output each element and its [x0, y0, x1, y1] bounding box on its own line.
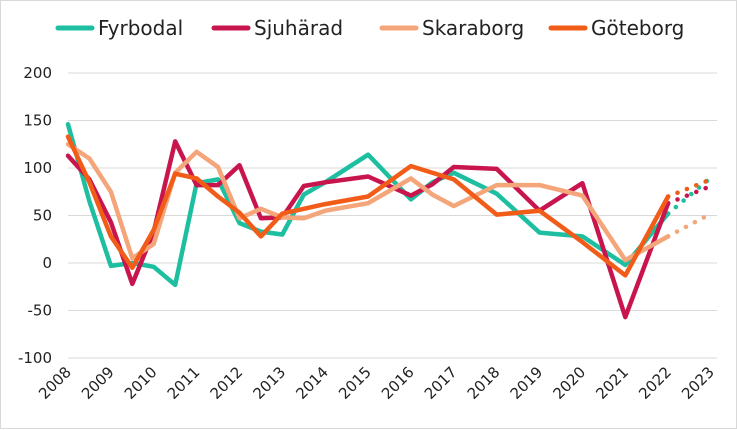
x-tick-label: 2012 — [207, 363, 247, 403]
x-tick-label: 2021 — [592, 363, 632, 403]
legend-label-skaraborg: Skaraborg — [422, 16, 524, 40]
gridlines — [68, 72, 717, 359]
series-lines — [65, 122, 714, 320]
x-axis-ticks: 2008 2009 2010 2011 2012 2013 2014 2015 2016 2017… — [35, 363, 718, 403]
series-line-g-teborg — [65, 134, 671, 278]
x-tick-label: 2022 — [635, 363, 675, 403]
y-tick-label: 0 — [42, 254, 52, 272]
series-line-skaraborg — [65, 142, 671, 263]
x-tick-label: 2018 — [464, 363, 504, 403]
y-tick-label: -100 — [18, 349, 52, 367]
x-tick-label: 2011 — [164, 363, 204, 403]
series-forecast-fyrbodal — [665, 175, 714, 216]
x-tick-label: 2013 — [249, 363, 289, 403]
y-tick-label: -50 — [28, 302, 53, 320]
x-tick-label: 2009 — [78, 363, 118, 403]
x-tick-label: 2015 — [335, 363, 375, 403]
legend: Fyrbodal Sjuhärad Skaraborg Göteborg — [55, 16, 684, 40]
legend-label-g-teborg: Göteborg — [591, 16, 684, 40]
x-tick-label: 2017 — [421, 363, 461, 403]
x-tick-label: 2010 — [121, 363, 161, 403]
legend-label-fyrbodal: Fyrbodal — [98, 16, 183, 40]
series-forecast-sjuh-rad — [665, 183, 714, 206]
y-tick-label: 200 — [23, 64, 52, 82]
x-tick-label: 2023 — [678, 363, 718, 403]
x-tick-label: 2020 — [549, 363, 589, 403]
x-tick-label: 2019 — [507, 363, 547, 403]
y-tick-label: 50 — [33, 207, 52, 225]
series-line-sjuh-rad — [65, 139, 671, 320]
legend-label-sjuh-rad: Sjuhärad — [254, 16, 343, 40]
series-forecast-skaraborg — [665, 211, 714, 239]
x-tick-label: 2016 — [378, 363, 418, 403]
series-forecast-g-teborg — [665, 177, 714, 199]
y-tick-label: 100 — [23, 159, 52, 177]
x-tick-label: 2014 — [292, 363, 332, 403]
y-tick-label: 150 — [23, 112, 52, 130]
x-tick-label: 2008 — [35, 363, 75, 403]
y-axis-ticks: -100 -50 0 50 100 150 200 — [18, 64, 52, 367]
